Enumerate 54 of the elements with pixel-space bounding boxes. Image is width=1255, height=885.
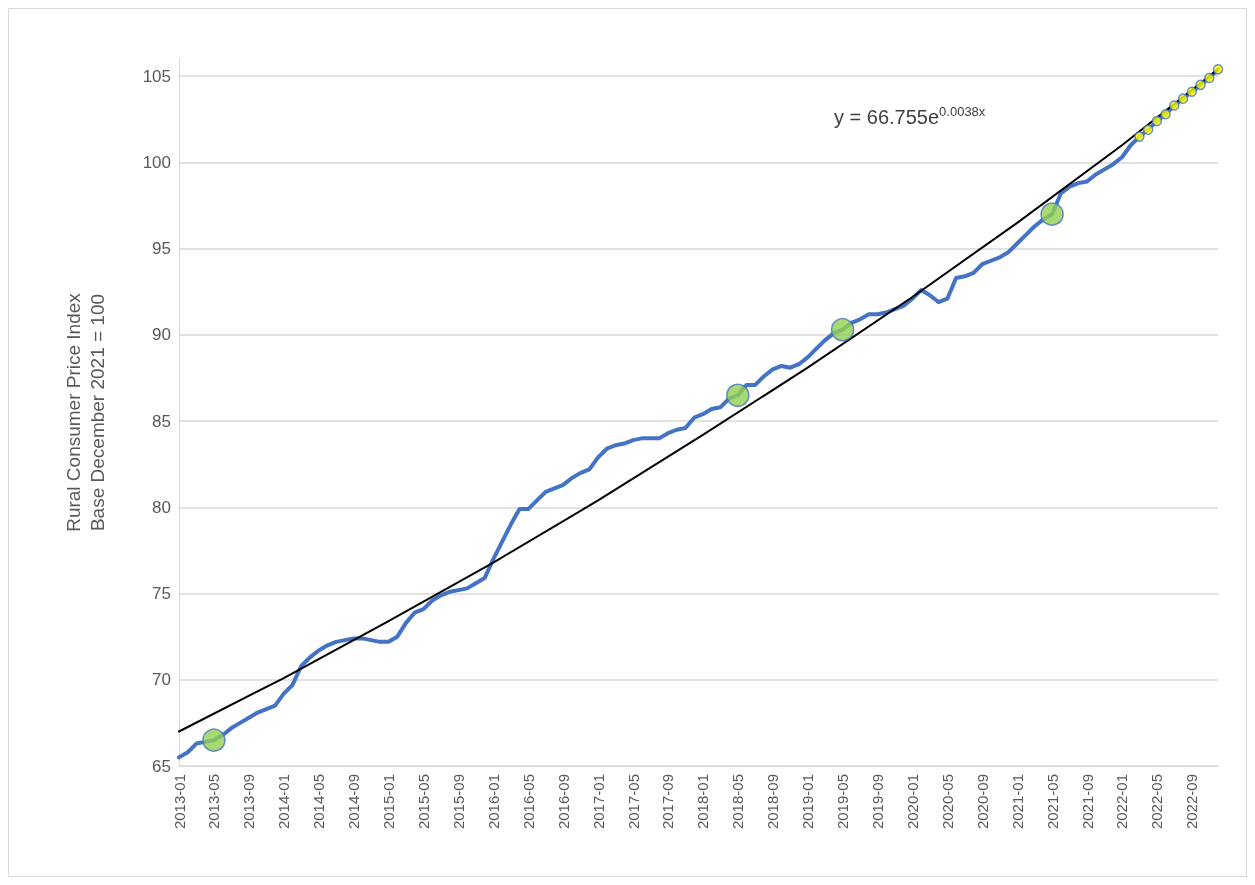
- x-tick-label: 2017-09: [659, 774, 677, 830]
- x-tick-label: 2018-01: [694, 774, 712, 830]
- point: [1151, 115, 1163, 127]
- x-tick-label: 2016-01: [484, 774, 502, 830]
- x-tick-label: 2014-05: [310, 774, 328, 830]
- x-tick-label: 2015-01: [380, 774, 398, 830]
- x-tick-label: 2020-01: [903, 774, 921, 830]
- y-tick-label: 90: [152, 325, 171, 345]
- y-tick-label: 65: [152, 756, 171, 776]
- point: [1186, 86, 1198, 98]
- point: [1195, 79, 1206, 91]
- x-tick-label: 2015-09: [449, 774, 467, 830]
- x-tick-label: 2021-05: [1043, 774, 1061, 830]
- point: [1169, 100, 1180, 111]
- x-tick-label: 2021-09: [1078, 774, 1096, 830]
- x-tick-label: 2021-01: [1008, 774, 1026, 830]
- point: [1160, 108, 1171, 120]
- x-tick-label: 2019-09: [868, 774, 886, 830]
- x-tick-label: 2013-01: [170, 774, 188, 830]
- x-tick-label: 2014-09: [345, 774, 363, 830]
- y-tick-label: 105: [142, 66, 171, 86]
- x-tick-label: 2022-09: [1183, 774, 1201, 830]
- x-tick-label: 2018-09: [764, 774, 782, 830]
- x-tick-label: 2017-01: [589, 774, 607, 830]
- y-tick-label: 75: [152, 584, 171, 604]
- point: [726, 383, 750, 407]
- y-tick-label: 85: [152, 411, 171, 431]
- y-axis-title: Rural Consumer Price Index Base December 2021 = 100: [62, 292, 108, 532]
- x-tick-label: 2015-05: [414, 774, 432, 830]
- point: [1204, 72, 1215, 84]
- x-tick-label: 2020-09: [973, 774, 991, 830]
- x-tick-label: 2020-05: [938, 774, 956, 830]
- point: [1212, 64, 1224, 75]
- y-tick-label: 80: [152, 497, 171, 517]
- x-tick-label: 2013-09: [240, 774, 258, 830]
- y-tick-label: 70: [152, 670, 171, 690]
- x-tick-label: 2019-05: [834, 774, 852, 830]
- x-tick-label: 2022-01: [1113, 774, 1131, 830]
- x-tick-label: 2019-01: [799, 774, 817, 830]
- x-tick-label: 2017-05: [624, 774, 642, 830]
- point: [1040, 202, 1064, 226]
- x-tick-label: 2016-05: [519, 774, 537, 830]
- point: [1177, 93, 1189, 104]
- point: [830, 317, 855, 342]
- x-tick-label: 2018-05: [729, 774, 747, 830]
- point: [1134, 131, 1145, 142]
- point: [1142, 124, 1154, 135]
- y-tick-label: 95: [152, 239, 171, 259]
- x-tick-label: 2022-05: [1148, 774, 1166, 830]
- point: [202, 728, 226, 752]
- x-tick-label: 2016-09: [554, 774, 572, 830]
- x-tick-label: 2014-01: [275, 774, 293, 830]
- y-tick-label: 100: [142, 152, 171, 172]
- x-tick-label: 2013-05: [205, 774, 223, 830]
